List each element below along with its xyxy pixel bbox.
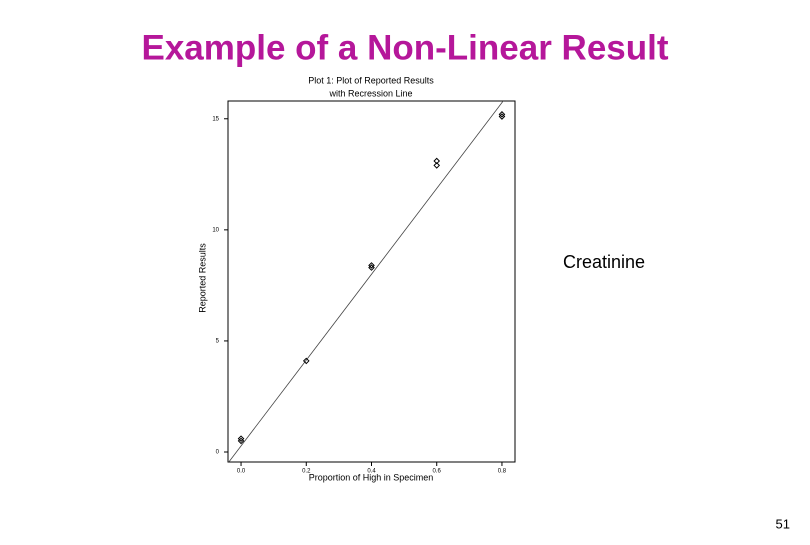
y-tick-label: 10 bbox=[212, 227, 219, 233]
x-axis-label: Proportion of High in Specimen bbox=[309, 472, 434, 482]
plot-frame bbox=[227, 100, 516, 463]
y-axis-label: Reported Results bbox=[197, 243, 207, 313]
x-tick-label: 0.6 bbox=[433, 469, 442, 475]
point bbox=[433, 157, 441, 165]
x-tick-label: 0.2 bbox=[302, 469, 311, 475]
point bbox=[433, 162, 441, 169]
y-tick-label: 0 bbox=[216, 450, 220, 456]
note: Creatinine bbox=[563, 252, 645, 272]
regression-line bbox=[228, 101, 504, 462]
slide-title: Example of a Non-Linear Result bbox=[141, 28, 668, 67]
y-tick-label: 5 bbox=[216, 339, 220, 345]
x-tick-label: 0.8 bbox=[498, 469, 507, 475]
point bbox=[237, 435, 245, 442]
chart-title: with Recression Line bbox=[328, 88, 412, 98]
point bbox=[498, 111, 506, 118]
y-tick-label: 15 bbox=[212, 116, 219, 122]
chart-title: Plot 1: Plot of Reported Results bbox=[308, 75, 434, 85]
page-number: 51 bbox=[776, 516, 790, 531]
x-tick-label: 0.4 bbox=[367, 469, 376, 475]
x-tick-label: 0.0 bbox=[237, 469, 246, 475]
point bbox=[368, 262, 375, 269]
point bbox=[302, 357, 310, 365]
